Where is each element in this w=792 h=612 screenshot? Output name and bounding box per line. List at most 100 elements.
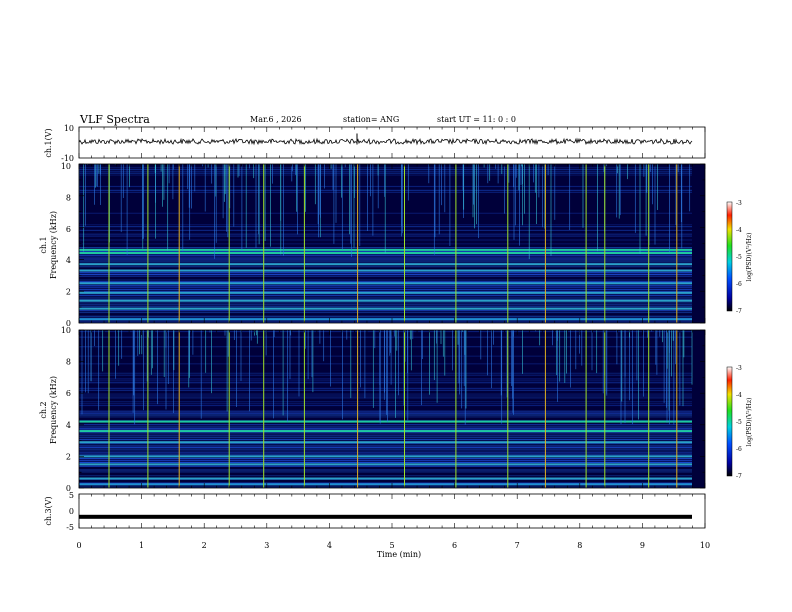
- ch2-noise-band: [79, 425, 692, 427]
- ch2-channel-label: ch.2: [39, 401, 48, 418]
- ch2-noise-band: [79, 459, 692, 462]
- ch1-noise-band: [79, 258, 692, 260]
- cb1-tick-m6: -6: [736, 281, 742, 288]
- ch1-ytick-6: 6: [66, 225, 71, 234]
- x-axis-label: Time (min): [377, 550, 421, 559]
- ch1-strong-band: [79, 282, 692, 285]
- ch2-noise-band: [79, 435, 692, 437]
- ch1-noise-band: [79, 279, 692, 281]
- ch1-spectrogram-marks: [78, 164, 692, 323]
- xtick-8: 8: [577, 541, 582, 550]
- xtick-2: 2: [202, 541, 207, 550]
- ch1-noise-band: [79, 281, 692, 283]
- ch1-noise-band: [79, 266, 692, 268]
- ch2-noise-band: [79, 397, 692, 399]
- start-time-label: start UT = 11: 0 : 0: [437, 115, 516, 124]
- ch2-noise-band: [79, 346, 692, 348]
- ch2-noise-band: [79, 401, 692, 403]
- ch2-noise-band: [79, 439, 692, 441]
- ch1-strong-band: [79, 307, 692, 310]
- ch2-noise-band: [79, 380, 692, 382]
- ch1-waveform-line: [78, 137, 693, 146]
- ch1-ytick-10: 10: [61, 162, 71, 171]
- ch1-noise-band: [79, 271, 692, 273]
- ch1-strong-band: [79, 263, 692, 266]
- ch2-strong-band: [79, 455, 692, 458]
- ch1-noise-band: [79, 289, 692, 291]
- ch1-noise-band: [79, 321, 692, 323]
- cb1-tick-m7: -7: [736, 308, 742, 315]
- ch3-waveform-trace: [79, 514, 692, 519]
- ch2-noise-band: [79, 382, 692, 384]
- ch1-strong-band: [79, 299, 692, 302]
- ch1-noise-band: [79, 290, 692, 293]
- ch2-ytick-2: 2: [66, 452, 71, 461]
- ch2-noise-band: [79, 423, 692, 426]
- ch2-noise-band: [79, 355, 692, 357]
- ch1-noise-band: [79, 285, 692, 287]
- ch1-noise-band: [79, 294, 692, 296]
- ch2-noise-band: [79, 372, 692, 374]
- colorbar-ch1-scale: [726, 201, 733, 312]
- ch2-noise-band: [79, 404, 692, 407]
- ch2-noise-band: [79, 395, 692, 397]
- ch1-noise-band: [79, 273, 692, 275]
- cb2-tick-m7: -7: [736, 473, 742, 480]
- ch2-noise-band: [79, 471, 692, 473]
- ch2-noise-band: [79, 387, 692, 389]
- station-label: station= ANG: [343, 115, 399, 124]
- cb2-tick-m5: -5: [736, 419, 742, 426]
- ch2-noise-band: [79, 442, 692, 444]
- ch1-noise-band: [79, 256, 692, 258]
- ch3-ytick-bottom: -5: [66, 523, 74, 532]
- ch1-spectrogram-yticks: 0 2 4 6 8 10: [61, 162, 71, 328]
- ch2-floor-band: [79, 483, 692, 486]
- ch1-ytick-0: 0: [66, 319, 71, 328]
- xtick-7: 7: [515, 541, 520, 550]
- ch2-noise-band: [79, 389, 692, 391]
- ch2-noise-band: [79, 461, 692, 463]
- cb2-tick-m4: -4: [736, 392, 742, 399]
- cb1-tick-m5: -5: [736, 254, 742, 261]
- ch2-noise-band: [79, 475, 692, 477]
- ch2-noise-band: [79, 448, 692, 450]
- ch3-ytick-mid: 0: [69, 507, 74, 516]
- cb2-tick-m6: -6: [736, 446, 742, 453]
- ch1-ytick-8: 8: [66, 193, 71, 202]
- ch1-noise-band: [79, 262, 692, 264]
- ch2-noise-band: [79, 450, 692, 452]
- ch1-strong-band: [79, 269, 692, 272]
- ch1-noise-band: [79, 304, 692, 306]
- ch1-ytick-bottom: -10: [61, 154, 74, 163]
- ch1-strong-band: [79, 291, 692, 294]
- x-axis-tick-labels: 0 1 2 3 4 5 6 7 8 9 10: [76, 541, 710, 550]
- ch2-noise-band: [79, 393, 692, 395]
- ch3-ytick-top: 5: [69, 491, 74, 500]
- ch2-noise-band: [79, 378, 692, 380]
- figure-title: VLF Spectra: [79, 113, 150, 126]
- ch1-noise-band: [79, 275, 692, 277]
- ch2-noise-band: [79, 482, 692, 484]
- ch2-noise-band: [79, 486, 692, 488]
- ch1-noise-band: [79, 296, 692, 298]
- ch2-spectrogram-marks: [79, 330, 693, 488]
- ch2-noise-band: [79, 452, 692, 454]
- ch1-frequency-ylabel: Frequency (kHz): [49, 211, 58, 279]
- xtick-9: 9: [640, 541, 645, 550]
- ch2-ytick-8: 8: [66, 358, 71, 367]
- ch1-noise-band: [79, 302, 692, 304]
- ch2-strong-band: [79, 477, 692, 480]
- ch2-ytick-6: 6: [66, 389, 71, 398]
- ch2-strong-band: [79, 441, 692, 444]
- ch2-noise-band: [79, 454, 692, 456]
- ch2-noise-band: [79, 446, 692, 448]
- ch1-noise-band: [79, 287, 692, 289]
- ch2-frequency-ylabel: Frequency (kHz): [49, 376, 58, 444]
- ch2-noise-band: [79, 363, 692, 365]
- ch2-noise-band: [79, 465, 692, 467]
- ch2-strong-band: [79, 420, 692, 423]
- ch1-waveform-frame: [78, 126, 706, 159]
- cb2-label: log(PSD)(V²/Hz): [746, 398, 753, 447]
- date-label: Mar.6 , 2026: [250, 115, 302, 124]
- axis-ticks: [78, 127, 706, 528]
